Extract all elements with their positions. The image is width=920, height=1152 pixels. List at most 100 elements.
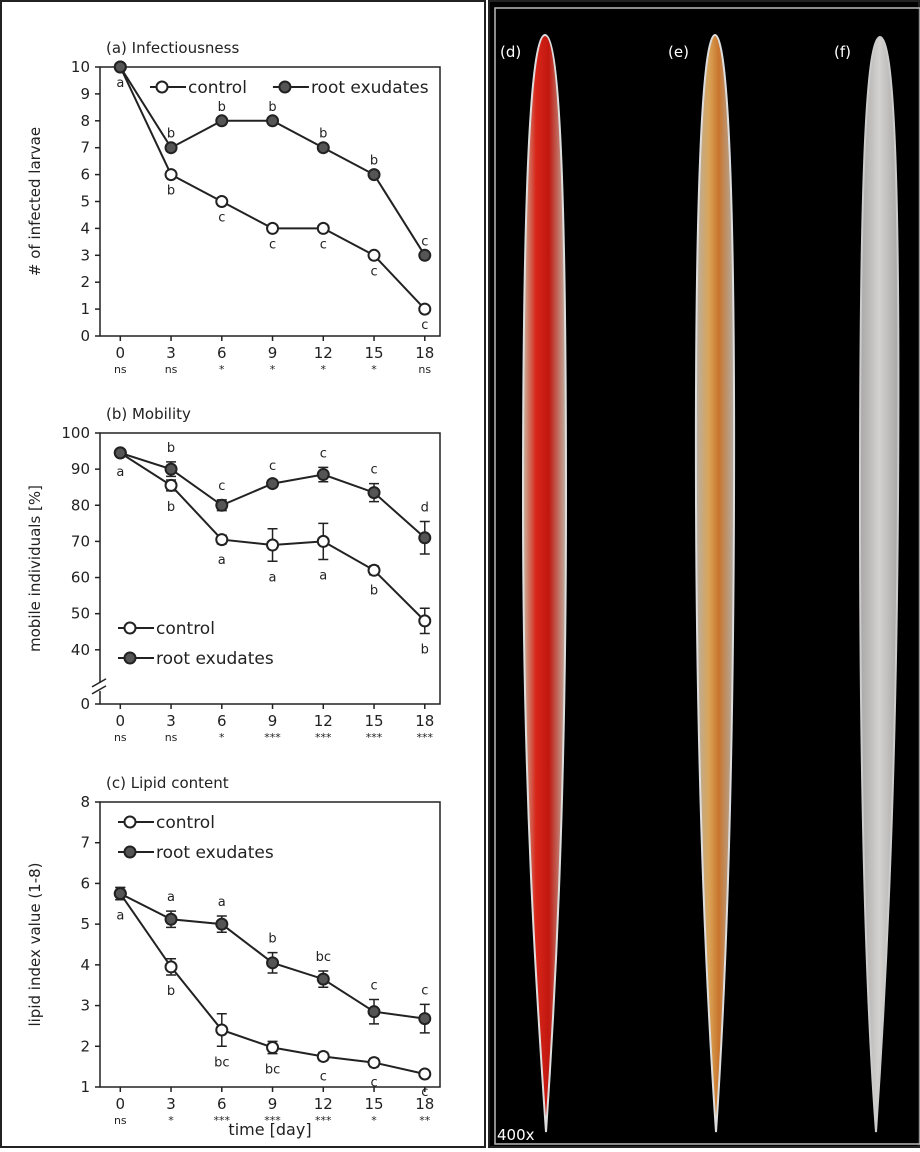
point — [164, 912, 178, 926]
y-tick-label: 1 — [80, 1078, 90, 1096]
chart-title: (a) Infectiousness — [106, 39, 239, 57]
significance: * — [219, 731, 225, 744]
y-tick-label: 3 — [80, 997, 90, 1015]
y-axis-label: lipid index value (1-8) — [26, 862, 44, 1026]
point — [316, 221, 330, 235]
y-tick-label: 80 — [71, 496, 90, 514]
significance: ns — [114, 1114, 127, 1127]
y-tick-label: 8 — [80, 793, 90, 811]
x-tick-label: 15 — [364, 712, 383, 730]
x-tick-label: 3 — [166, 1095, 176, 1113]
letter: b — [167, 984, 175, 999]
chart-title: (b) Mobility — [106, 405, 191, 423]
letter: b — [370, 584, 378, 599]
significance: * — [371, 363, 377, 376]
legend-marker — [155, 80, 169, 94]
x-tick-label: 9 — [268, 712, 278, 730]
point — [215, 498, 229, 512]
letter: b — [218, 100, 226, 115]
plot-frame — [99, 801, 441, 1088]
point — [266, 956, 280, 970]
legend-marker — [123, 651, 137, 665]
y-tick-label: 60 — [71, 569, 90, 587]
point — [113, 887, 127, 901]
letter: c — [320, 1070, 327, 1085]
significance: * — [219, 363, 225, 376]
nematode-d — [521, 33, 568, 1133]
x-tick-label: 18 — [415, 344, 434, 362]
point — [418, 531, 432, 545]
point — [367, 1005, 381, 1019]
x-tick-label: 0 — [116, 344, 126, 362]
panel-label: (e) — [668, 43, 689, 61]
letter: b — [268, 932, 276, 947]
point — [266, 114, 280, 128]
letter: bc — [265, 1063, 280, 1078]
point — [418, 248, 432, 262]
letter: c — [421, 234, 428, 249]
x-tick-label: 15 — [364, 344, 383, 362]
x-tick-label: 3 — [166, 344, 176, 362]
significance: *** — [417, 731, 434, 744]
chart-title: (c) Lipid content — [106, 774, 229, 792]
significance: * — [270, 363, 276, 376]
x-tick-label: 18 — [415, 1095, 434, 1113]
point — [367, 563, 381, 577]
letter: b — [370, 154, 378, 169]
point — [367, 168, 381, 182]
letter: c — [218, 479, 225, 494]
letter: a — [319, 568, 327, 583]
x-tick-label: 12 — [314, 712, 333, 730]
y-tick-label: 4 — [80, 956, 90, 974]
point — [418, 302, 432, 316]
point — [266, 221, 280, 235]
y-tick-label: 9 — [80, 85, 90, 103]
panel-label: (d) — [500, 43, 521, 61]
point — [418, 1012, 432, 1026]
y-axis-label: # of infected larvae — [26, 127, 44, 276]
nematode-e — [694, 33, 736, 1133]
legend-marker — [123, 815, 137, 829]
axis-break — [91, 678, 107, 688]
legend-marker — [123, 621, 137, 635]
letter: c — [370, 264, 377, 279]
y-tick-label: 8 — [80, 112, 90, 130]
letter: bc — [214, 1055, 229, 1070]
letter: c — [370, 1076, 377, 1091]
letter: b — [421, 643, 429, 658]
point — [418, 1067, 432, 1081]
letter: a — [116, 76, 124, 91]
x-tick-label: 6 — [217, 344, 227, 362]
y-tick-label: 100 — [61, 424, 90, 442]
legend-marker — [278, 80, 292, 94]
point — [215, 195, 229, 208]
point — [316, 141, 330, 155]
panel-label: (f) — [834, 43, 851, 61]
significance: ns — [114, 731, 127, 744]
letter: a — [167, 890, 175, 905]
letter: bc — [316, 950, 331, 965]
point — [316, 972, 330, 986]
letter: a — [218, 553, 226, 568]
axis-break-gap — [94, 682, 106, 691]
x-tick-label: 0 — [116, 712, 126, 730]
point — [215, 917, 229, 931]
significance: *** — [264, 731, 281, 744]
letter: a — [116, 909, 124, 924]
significance: *** — [366, 731, 383, 744]
legend-label: root exudates — [311, 78, 429, 98]
x-tick-label: 12 — [314, 1095, 333, 1113]
significance: *** — [315, 1114, 332, 1127]
letter: c — [269, 237, 276, 252]
legend-label: root exudates — [156, 843, 274, 863]
significance: ns — [165, 731, 178, 744]
letter: d — [421, 501, 429, 516]
y-tick-label: 0 — [80, 327, 90, 345]
y-tick-label: 2 — [80, 1037, 90, 1055]
x-tick-label: 9 — [268, 344, 278, 362]
point — [215, 1023, 229, 1037]
y-tick-label: 7 — [80, 834, 90, 852]
significance: ns — [418, 363, 431, 376]
